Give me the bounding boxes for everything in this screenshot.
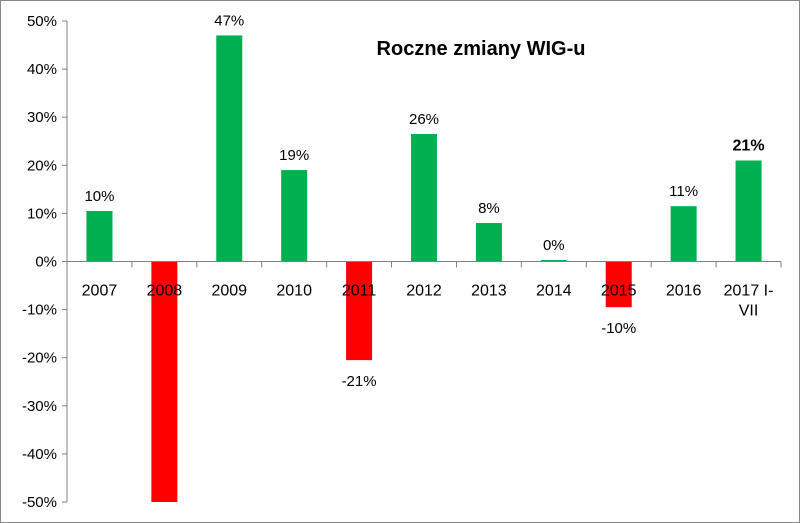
x-category-label: 2009: [211, 283, 247, 300]
y-tick-label: -10%: [22, 302, 57, 319]
y-tick-label: -40%: [22, 446, 57, 463]
y-tick-label: -30%: [22, 398, 57, 415]
bar: [216, 35, 243, 262]
bar: [540, 260, 567, 262]
x-category-label: 2016: [666, 283, 702, 300]
data-label: 21%: [733, 137, 765, 154]
y-axis: 50% 40% 30% 20% 10% 0% -10% -20% -30% -40% -50%: [22, 13, 68, 511]
x-category-label: 2007: [82, 283, 118, 300]
y-tick-label: 0%: [35, 254, 57, 271]
data-labels: 10% 47% 19% -21% 26% 8% 0% -10% 11% 21%: [84, 12, 764, 390]
bar: [475, 223, 502, 262]
y-tick-label: 50%: [27, 13, 57, 30]
bar: [605, 261, 632, 308]
x-category-label: 2011: [342, 283, 377, 300]
x-category-label: VII: [739, 303, 759, 320]
bar: [86, 210, 113, 262]
y-tick-label: 30%: [27, 109, 57, 126]
data-label: 26%: [409, 111, 439, 128]
y-tick-label: -50%: [22, 494, 57, 511]
x-category-label: 2014: [536, 283, 572, 300]
x-axis: 2007 2008 2009 2010 2011 2012 2013 2014 2015 2016…: [66, 261, 782, 320]
x-category-label: 2008: [147, 283, 183, 300]
data-label: -10%: [601, 320, 636, 337]
x-category-label: 2010: [276, 283, 312, 300]
bar: [281, 170, 308, 262]
bar: [670, 206, 697, 262]
data-label: -21%: [342, 373, 377, 390]
y-tick-label: 20%: [27, 157, 57, 174]
data-label: 47%: [214, 12, 244, 29]
y-tick-label: -20%: [22, 350, 57, 367]
bar: [411, 134, 437, 262]
x-category-label: 2012: [406, 283, 442, 300]
bars: [86, 35, 762, 502]
y-tick-label: 40%: [27, 61, 57, 78]
chart-title: Roczne zmiany WIG-u: [377, 38, 586, 60]
data-label: 19%: [279, 147, 309, 164]
x-category-label: 2015: [601, 283, 637, 300]
bar: [151, 261, 178, 502]
bar: [735, 160, 762, 262]
data-label: 11%: [669, 183, 698, 200]
bar: [346, 261, 373, 361]
data-label: 8%: [478, 200, 500, 217]
x-category-label: 2017 I-: [724, 283, 774, 300]
x-category-label: 2013: [471, 283, 507, 300]
data-label: 0%: [543, 237, 565, 254]
y-tick-label: 10%: [27, 205, 57, 222]
data-label: 10%: [84, 188, 114, 205]
